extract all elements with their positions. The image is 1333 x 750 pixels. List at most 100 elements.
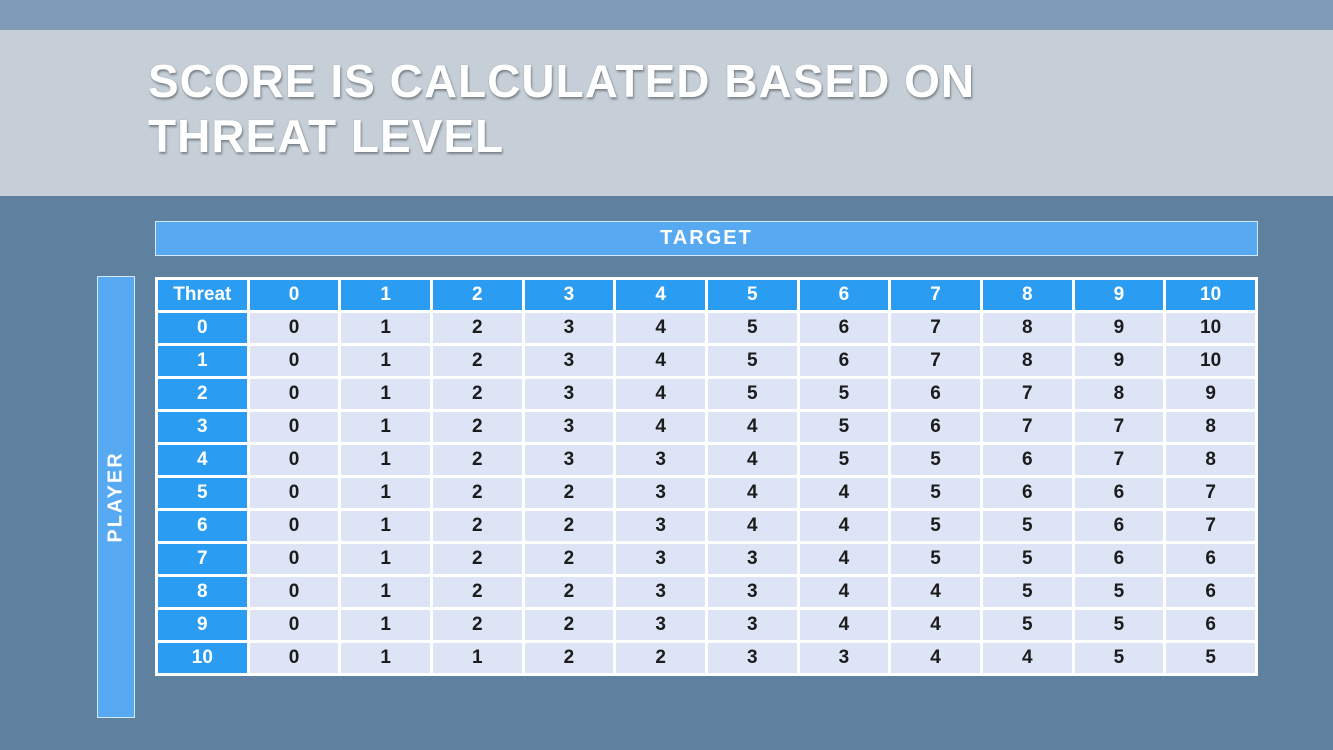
- score-cell: 0: [246, 640, 342, 676]
- score-cell: 6: [979, 475, 1075, 511]
- score-cell: 2: [429, 574, 525, 610]
- score-cell: 2: [429, 343, 525, 379]
- score-cell: 1: [338, 442, 433, 478]
- corner-cell-threat: Threat: [155, 277, 250, 313]
- score-cell: 2: [521, 607, 617, 643]
- score-cell: 1: [338, 541, 433, 577]
- page-title-line2: THREAT LEVEL: [148, 110, 505, 163]
- score-cell: 0: [246, 508, 342, 544]
- score-cell: 6: [1163, 574, 1258, 610]
- score-cell: 6: [888, 409, 983, 445]
- score-cell: 6: [1071, 475, 1167, 511]
- score-cell: 3: [613, 541, 708, 577]
- row-header-cell: 9: [155, 607, 250, 643]
- score-cell: 4: [613, 376, 708, 412]
- score-cell: 5: [704, 376, 800, 412]
- score-cell: 5: [1071, 574, 1167, 610]
- score-cell: 5: [888, 442, 983, 478]
- score-cell: 4: [704, 442, 800, 478]
- score-cell: 9: [1163, 376, 1258, 412]
- column-header-cell: 3: [521, 277, 617, 313]
- row-header-cell: 3: [155, 409, 250, 445]
- score-cell: 5: [704, 343, 800, 379]
- score-cell: 2: [429, 508, 525, 544]
- score-cell: 1: [338, 310, 433, 346]
- score-cell: 2: [521, 475, 617, 511]
- score-cell: 2: [429, 607, 525, 643]
- score-cell: 1: [338, 574, 433, 610]
- score-cell: 3: [613, 475, 708, 511]
- score-cell: 0: [246, 574, 342, 610]
- score-cell: 2: [429, 541, 525, 577]
- score-cell: 4: [796, 541, 892, 577]
- score-cell: 5: [704, 310, 800, 346]
- target-axis-label: TARGET: [660, 227, 753, 249]
- score-cell: 7: [1071, 409, 1167, 445]
- score-cell: 0: [246, 409, 342, 445]
- score-cell: 6: [1163, 607, 1258, 643]
- score-cell: 7: [1163, 508, 1258, 544]
- column-header-cell: 9: [1071, 277, 1167, 313]
- row-header-cell: 8: [155, 574, 250, 610]
- score-cell: 9: [1071, 310, 1167, 346]
- column-header-cell: 2: [429, 277, 525, 313]
- score-cell: 3: [613, 508, 708, 544]
- score-cell: 4: [888, 574, 983, 610]
- score-cell: 2: [429, 310, 525, 346]
- score-cell: 3: [704, 574, 800, 610]
- score-cell: 6: [796, 343, 892, 379]
- score-cell: 2: [429, 409, 525, 445]
- score-cell: 2: [429, 442, 525, 478]
- score-cell: 5: [888, 475, 983, 511]
- column-header-cell: 7: [888, 277, 983, 313]
- score-cell: 3: [521, 343, 617, 379]
- score-cell: 4: [888, 640, 983, 676]
- score-cell: 8: [1163, 442, 1258, 478]
- top-accent-bar: [0, 0, 1333, 30]
- score-cell: 4: [704, 508, 800, 544]
- score-cell: 0: [246, 607, 342, 643]
- player-axis-label: PLAYER: [104, 451, 127, 543]
- score-cell: 2: [429, 475, 525, 511]
- score-cell: 4: [613, 409, 708, 445]
- score-cell: 4: [796, 475, 892, 511]
- score-cell: 0: [246, 376, 342, 412]
- score-cell: 3: [704, 640, 800, 676]
- score-cell: 4: [796, 574, 892, 610]
- table-row: 10 0 1 1 2 2 3 3 4 4 5 5: [155, 640, 1258, 676]
- title-band: SCORE IS CALCULATED BASED ON THREAT LEVE…: [0, 30, 1333, 196]
- score-cell: 3: [613, 607, 708, 643]
- score-cell: 0: [246, 541, 342, 577]
- score-cell: 9: [1071, 343, 1167, 379]
- row-header-cell: 1: [155, 343, 250, 379]
- score-cell: 8: [979, 310, 1075, 346]
- score-cell: 5: [979, 574, 1075, 610]
- score-cell: 3: [704, 541, 800, 577]
- column-header-cell: 8: [979, 277, 1075, 313]
- score-cell: 8: [1163, 409, 1258, 445]
- score-cell: 5: [888, 541, 983, 577]
- page-title-line1: SCORE IS CALCULATED BASED ON: [148, 55, 976, 107]
- score-cell: 5: [979, 541, 1075, 577]
- score-cell: 8: [1071, 376, 1167, 412]
- score-cell: 2: [521, 574, 617, 610]
- score-cell: 4: [979, 640, 1075, 676]
- score-cell: 4: [613, 310, 708, 346]
- score-cell: 1: [338, 343, 433, 379]
- table-row: 1 0 1 2 3 4 5 6 7 8 9 10: [155, 343, 1258, 379]
- score-cell: 5: [796, 409, 892, 445]
- score-cell: 3: [521, 310, 617, 346]
- score-cell: 0: [246, 475, 342, 511]
- score-cell: 1: [338, 640, 433, 676]
- score-cell: 5: [796, 442, 892, 478]
- row-header-cell: 2: [155, 376, 250, 412]
- score-cell: 2: [429, 376, 525, 412]
- score-cell: 5: [796, 376, 892, 412]
- score-cell: 6: [1071, 508, 1167, 544]
- target-axis-header: TARGET: [155, 221, 1258, 256]
- score-cell: 5: [1071, 640, 1167, 676]
- score-cell: 7: [888, 310, 983, 346]
- score-cell: 4: [704, 409, 800, 445]
